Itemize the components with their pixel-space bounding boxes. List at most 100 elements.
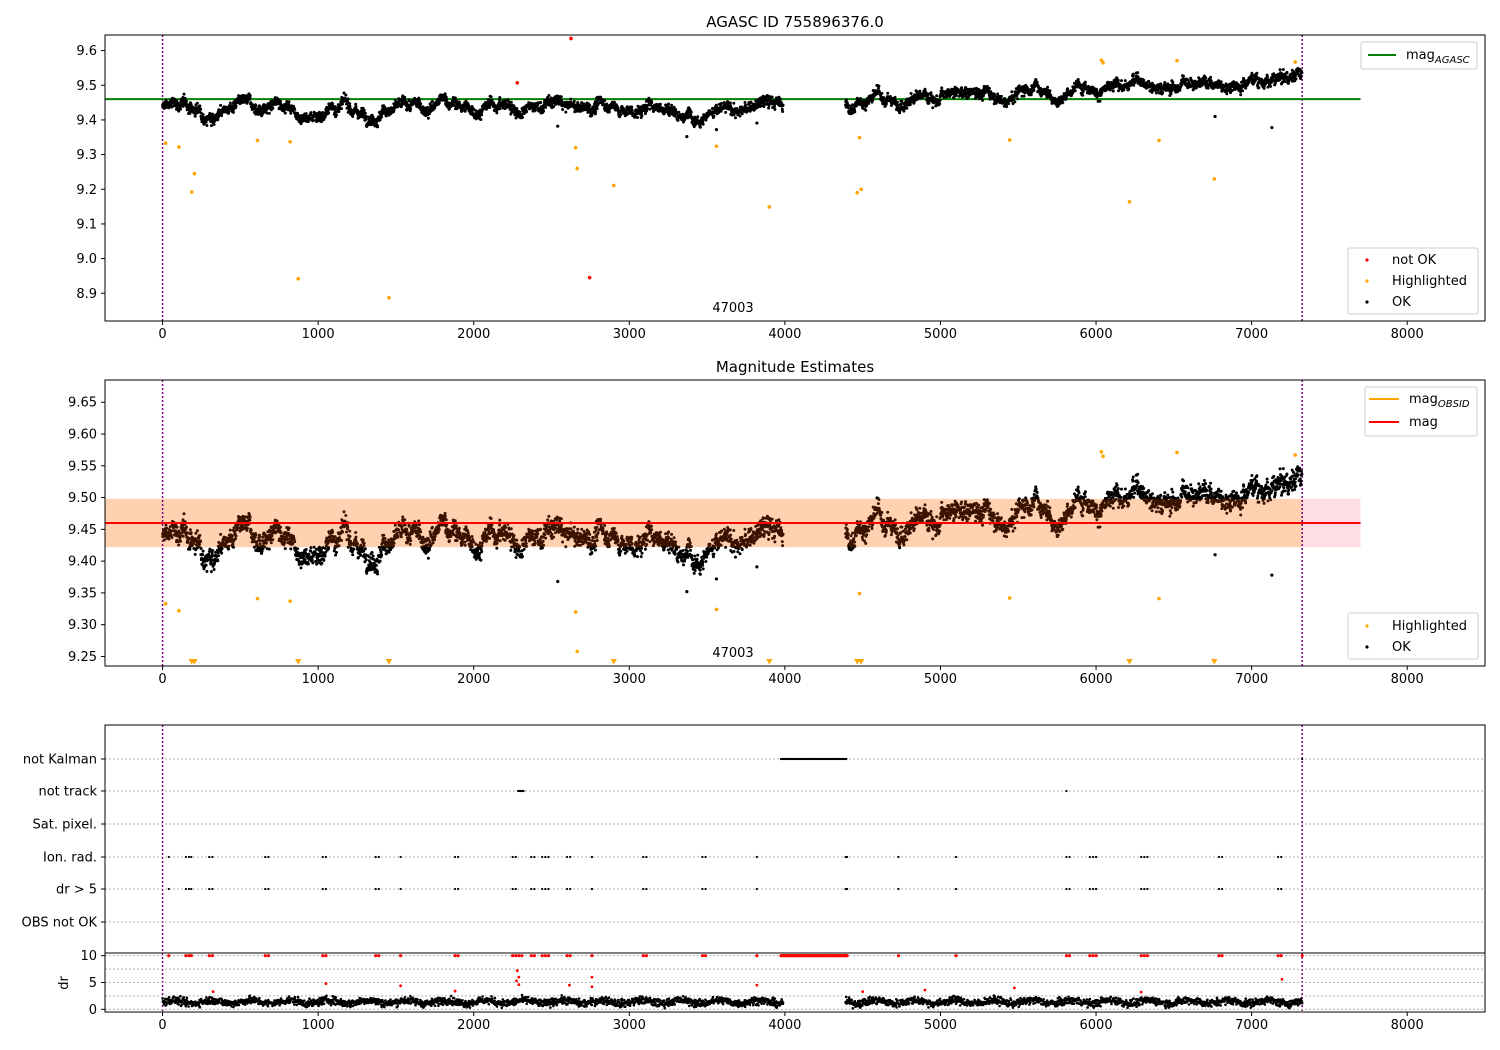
ok-point [728, 101, 732, 105]
x-tick-label: 5000 [924, 672, 957, 687]
ok-point [430, 100, 434, 103]
ok-point [193, 114, 197, 118]
highlighted-point [857, 135, 862, 140]
ok-point [177, 543, 181, 547]
ok-point [216, 559, 220, 563]
ok-point [417, 98, 421, 102]
ok-point [905, 106, 909, 110]
ok-point [1159, 82, 1163, 86]
y-tick-label: 9.40 [68, 555, 97, 570]
ok-point [773, 104, 777, 108]
ok-point [254, 533, 258, 537]
ok-point [1244, 86, 1248, 90]
ok-point [498, 96, 502, 99]
ok-point [1073, 89, 1077, 93]
x-tick-label: 3000 [613, 672, 646, 687]
ok-point [354, 105, 358, 109]
x-tick-label: 1000 [302, 327, 335, 342]
ok-point [356, 108, 359, 112]
ok-point [201, 549, 205, 553]
ok-point [1285, 70, 1289, 74]
ok-point [167, 537, 171, 541]
y-tick-label: 9.6 [76, 44, 97, 59]
ok-point [198, 104, 202, 108]
ok-point [309, 111, 313, 115]
highlighted-point [255, 138, 260, 143]
ok-point [689, 110, 693, 114]
ok-point [923, 87, 927, 91]
ok-point [498, 107, 502, 111]
ok-point [195, 101, 199, 105]
ok-point [1161, 90, 1165, 94]
ok-point [164, 523, 168, 527]
ok-point [199, 539, 203, 543]
x-tick-label: 2000 [457, 327, 490, 342]
ok-point [676, 118, 680, 122]
ok-point [234, 104, 238, 108]
ok-point [1269, 84, 1273, 88]
ok-point [183, 96, 187, 100]
ok-point [185, 103, 189, 106]
ok-point [594, 110, 598, 114]
ok-point [271, 538, 275, 542]
ok-point [509, 100, 513, 104]
ok-point [712, 114, 716, 118]
ok-point [231, 542, 235, 546]
ok-point [220, 111, 224, 115]
ok-point [234, 534, 238, 538]
y-tick-label: 9.3 [76, 148, 97, 163]
ok-point [698, 125, 702, 129]
ok-point [220, 114, 224, 118]
y-tick-label: 9.5 [76, 79, 97, 94]
ok-point [287, 100, 291, 104]
agasc-obsid-label: 47003 [712, 301, 753, 316]
ok-point [1032, 88, 1036, 92]
ok-point [346, 99, 350, 103]
ok-point [201, 553, 205, 557]
highlighted-point [1127, 199, 1132, 204]
ok-point [880, 91, 884, 95]
highlighted-point [1007, 138, 1012, 142]
ok-point [670, 103, 674, 107]
ok-point [1016, 97, 1019, 101]
ok-point [249, 528, 253, 532]
ok-point [559, 95, 563, 99]
ok-point [175, 99, 179, 103]
ok-point [231, 104, 234, 108]
highlighted-point [1101, 60, 1105, 65]
ok-point [1209, 75, 1213, 79]
ok-point [182, 512, 186, 516]
ok-point [188, 111, 192, 115]
ok-point [267, 547, 271, 551]
ok-point [1294, 77, 1298, 81]
ok-point [1116, 78, 1120, 82]
ok-point [938, 98, 942, 102]
ok-point [724, 110, 728, 114]
ok-point [289, 547, 293, 551]
ok-point [210, 552, 214, 555]
ok-point [199, 107, 203, 111]
ok-point [572, 99, 576, 103]
ok-point [1299, 76, 1303, 80]
highlighted-point [1175, 58, 1179, 63]
ok-point [342, 91, 346, 95]
ok-point [320, 119, 324, 123]
ok-point [1262, 86, 1266, 90]
highlighted-point [575, 166, 579, 171]
ok-point [188, 528, 192, 532]
ok-point [647, 96, 651, 100]
ok-point [331, 102, 335, 106]
ok-point [335, 113, 338, 117]
ok-point [453, 96, 457, 100]
x-tick-label: 7000 [1235, 327, 1268, 342]
ok-point [170, 101, 173, 105]
ok-point [363, 111, 367, 115]
ok-point [767, 106, 771, 110]
ok-point [935, 94, 939, 98]
highlighted-point [288, 139, 292, 144]
agasc-points-legend: not OK Highlighted OK [1347, 247, 1479, 315]
ok-point [248, 515, 252, 519]
ok-point [245, 526, 249, 530]
agasc-legend-ok: OK [1392, 295, 1411, 310]
ok-point [525, 110, 528, 114]
